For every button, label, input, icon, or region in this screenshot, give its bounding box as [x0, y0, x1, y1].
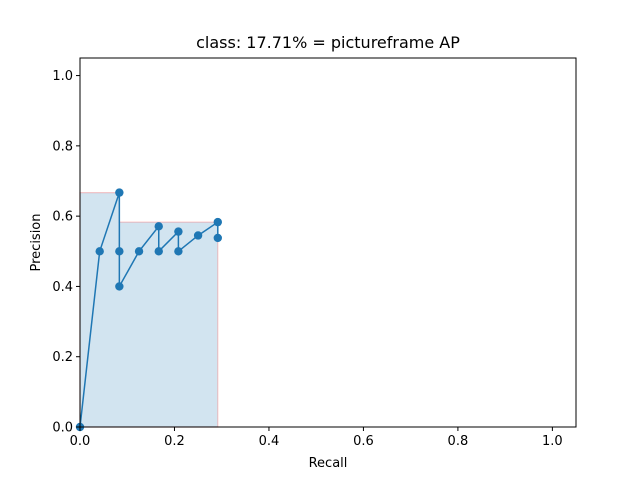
- data-point: [174, 227, 183, 236]
- x-tick-label: 0.0: [70, 434, 91, 449]
- y-tick-label: 0.2: [52, 350, 73, 365]
- y-axis-label: Precision: [29, 213, 44, 271]
- data-point: [213, 233, 222, 243]
- interpolated-precision-area: [79, 191, 219, 428]
- data-point: [115, 247, 124, 256]
- data-point: [115, 282, 124, 291]
- x-tick-label: 0.6: [353, 434, 374, 449]
- area-fill: [79, 191, 219, 428]
- axis-ticks: 0.0 0.2 0.4 0.6 0.8 1.0 0.0 0.2 0.4 0.6 0.8 1.0: [52, 69, 562, 449]
- data-point: [193, 231, 203, 240]
- data-point: [154, 222, 163, 231]
- plot-frame: [79, 57, 577, 428]
- precision-recall-series: [75, 188, 222, 432]
- data-point: [95, 247, 104, 256]
- y-tick-label: 1.0: [52, 69, 73, 84]
- data-point: [154, 247, 163, 256]
- y-tick-label: 0.8: [52, 139, 73, 154]
- x-tick-label: 0.8: [448, 434, 469, 449]
- data-point: [134, 247, 144, 256]
- y-tick-label: 0.6: [52, 210, 73, 225]
- data-point: [174, 247, 183, 256]
- data-point: [115, 188, 124, 197]
- x-tick-label: 0.4: [259, 434, 280, 449]
- x-axis-label: Recall: [309, 456, 348, 471]
- y-tick-label: 0.4: [52, 280, 73, 295]
- x-tick-label: 1.0: [542, 434, 563, 449]
- x-tick-label: 0.2: [164, 434, 185, 449]
- data-point: [213, 217, 222, 227]
- y-tick-label: 0.0: [52, 421, 73, 436]
- chart-title: class: 17.71% = pictureframe AP: [196, 33, 460, 52]
